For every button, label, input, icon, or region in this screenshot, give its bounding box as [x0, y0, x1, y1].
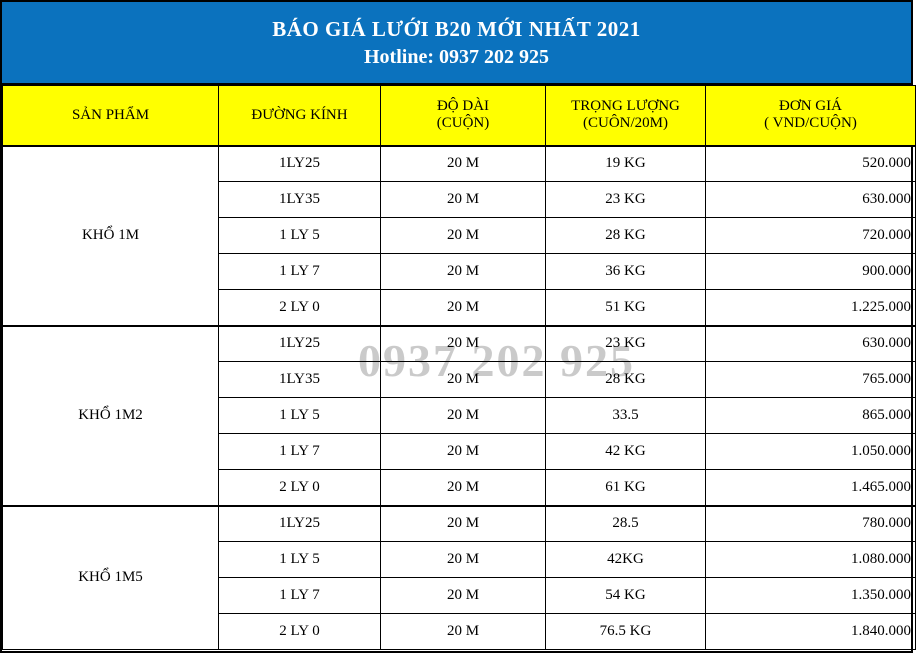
- col-header-product: SẢN PHẨM: [2, 85, 219, 147]
- cell-weight: 19 KG: [545, 145, 706, 182]
- cell-length: 20 M: [380, 541, 546, 578]
- cell-price: 780.000: [705, 504, 916, 542]
- cell-length: 20 M: [380, 433, 546, 470]
- cell-weight: 36 KG: [545, 253, 706, 290]
- cell-price: 900.000: [705, 253, 916, 290]
- cell-price: 1.465.000: [705, 469, 916, 506]
- cell-diameter: 2 LY 0: [218, 469, 381, 506]
- cell-diameter: 1 LY 5: [218, 541, 381, 578]
- cell-price: 1.225.000: [705, 289, 916, 326]
- cell-diameter: 1LY25: [218, 504, 381, 542]
- cell-weight: 33.5: [545, 397, 706, 434]
- cell-length: 20 M: [380, 324, 546, 362]
- cell-price: 865.000: [705, 397, 916, 434]
- table-row: 1 LY 5 20 M 42KG 1.080.000: [3, 541, 916, 578]
- cell-price: 520.000: [705, 145, 916, 182]
- table-row: 1 LY 7 20 M 54 KG 1.350.000: [3, 577, 916, 614]
- cell-diameter: 2 LY 0: [218, 613, 381, 650]
- cell-weight: 23 KG: [545, 181, 706, 218]
- banner: BÁO GIÁ LƯỚI B20 MỚI NHẤT 2021 Hotline: …: [2, 2, 911, 85]
- cell-diameter: 1 LY 5: [218, 217, 381, 254]
- column-sublabel: ( VND/CUỘN): [764, 115, 857, 132]
- column-label: ĐƯỜNG KÍNH: [251, 106, 348, 123]
- cell-product: KHỔ 1M: [2, 145, 219, 326]
- table-row: KHỔ 1M5 1LY25 20 M 28.5 780.000: [2, 504, 916, 650]
- cell-price: 720.000: [705, 217, 916, 254]
- cell-length: 20 M: [380, 253, 546, 290]
- cell-diameter: 1LY25: [218, 145, 381, 182]
- cell-weight: 76.5 KG: [545, 613, 706, 650]
- cell-length: 20 M: [380, 613, 546, 650]
- cell-product: KHỔ 1M2: [2, 324, 219, 506]
- cell-product: KHỔ 1M5: [2, 504, 219, 650]
- cell-diameter: 1 LY 7: [218, 253, 381, 290]
- cell-length: 20 M: [380, 181, 546, 218]
- cell-weight: 23 KG: [545, 324, 706, 362]
- column-sublabel: (CUÔN/20M): [583, 115, 668, 132]
- cell-length: 20 M: [380, 289, 546, 326]
- column-label: ĐƠN GIÁ: [779, 98, 842, 115]
- table-row: 1 LY 7 20 M 36 KG 900.000: [3, 253, 916, 290]
- hotline: Hotline: 0937 202 925: [364, 45, 549, 68]
- price-table: SẢN PHẨM ĐƯỜNG KÍNH ĐỘ DÀI (CUỘN) TRỌNG LƯỢN…: [2, 85, 916, 650]
- cell-weight: 42KG: [545, 541, 706, 578]
- table-body: KHỔ 1M 1LY25 20 M 19 KG 520.000 1LY35 20 M 23 K…: [2, 145, 916, 650]
- cell-weight: 51 KG: [545, 289, 706, 326]
- cell-weight: 61 KG: [545, 469, 706, 506]
- cell-diameter: 1 LY 5: [218, 397, 381, 434]
- cell-diameter: 1LY35: [218, 181, 381, 218]
- table-row: 1 LY 5 20 M 33.5 865.000: [3, 397, 916, 434]
- col-header-diameter: ĐƯỜNG KÍNH: [218, 85, 381, 147]
- cell-length: 20 M: [380, 217, 546, 254]
- table-head: SẢN PHẨM ĐƯỜNG KÍNH ĐỘ DÀI (CUỘN) TRỌNG LƯỢN…: [2, 85, 916, 147]
- cell-diameter: 1LY35: [218, 361, 381, 398]
- col-header-price: ĐƠN GIÁ( VND/CUỘN): [705, 85, 916, 147]
- table-row: 2 LY 0 20 M 51 KG 1.225.000: [3, 289, 916, 326]
- cell-diameter: 2 LY 0: [218, 289, 381, 326]
- cell-length: 20 M: [380, 577, 546, 614]
- table-row: 1LY35 20 M 23 KG 630.000: [3, 181, 916, 218]
- cell-diameter: 1 LY 7: [218, 577, 381, 614]
- cell-length: 20 M: [380, 145, 546, 182]
- column-label: TRỌNG LƯỢNG: [571, 98, 680, 115]
- cell-price: 1.840.000: [705, 613, 916, 650]
- cell-price: 1.350.000: [705, 577, 916, 614]
- cell-diameter: 1 LY 7: [218, 433, 381, 470]
- table-row: 1 LY 5 20 M 28 KG 720.000: [3, 217, 916, 254]
- cell-length: 20 M: [380, 361, 546, 398]
- table-row: KHỔ 1M2 1LY25 20 M 23 KG 630.000: [2, 324, 916, 506]
- cell-length: 20 M: [380, 504, 546, 542]
- cell-weight: 28.5: [545, 504, 706, 542]
- page-title: BÁO GIÁ LƯỚI B20 MỚI NHẤT 2021: [272, 16, 641, 41]
- cell-length: 20 M: [380, 469, 546, 506]
- table-row: 2 LY 0 20 M 76.5 KG 1.840.000: [3, 613, 916, 650]
- cell-price: 630.000: [705, 181, 916, 218]
- cell-price: 765.000: [705, 361, 916, 398]
- table-header-row: SẢN PHẨM ĐƯỜNG KÍNH ĐỘ DÀI (CUỘN) TRỌNG LƯỢN…: [2, 85, 916, 147]
- column-sublabel: (CUỘN): [436, 115, 490, 132]
- cell-price: 1.050.000: [705, 433, 916, 470]
- cell-weight: 42 KG: [545, 433, 706, 470]
- column-label: SẢN PHẨM: [71, 106, 150, 123]
- cell-price: 1.080.000: [705, 541, 916, 578]
- table-row: KHỔ 1M 1LY25 20 M 19 KG 520.000: [2, 145, 916, 326]
- cell-price: 630.000: [705, 324, 916, 362]
- col-header-length: ĐỘ DÀI (CUỘN): [380, 85, 546, 147]
- table-row: 1LY35 20 M 28 KG 765.000: [3, 361, 916, 398]
- cell-weight: 28 KG: [545, 361, 706, 398]
- cell-weight: 54 KG: [545, 577, 706, 614]
- cell-diameter: 1LY25: [218, 324, 381, 362]
- column-label: ĐỘ DÀI: [436, 98, 490, 115]
- cell-weight: 28 KG: [545, 217, 706, 254]
- col-header-weight: TRỌNG LƯỢNG (CUÔN/20M): [545, 85, 706, 147]
- cell-length: 20 M: [380, 397, 546, 434]
